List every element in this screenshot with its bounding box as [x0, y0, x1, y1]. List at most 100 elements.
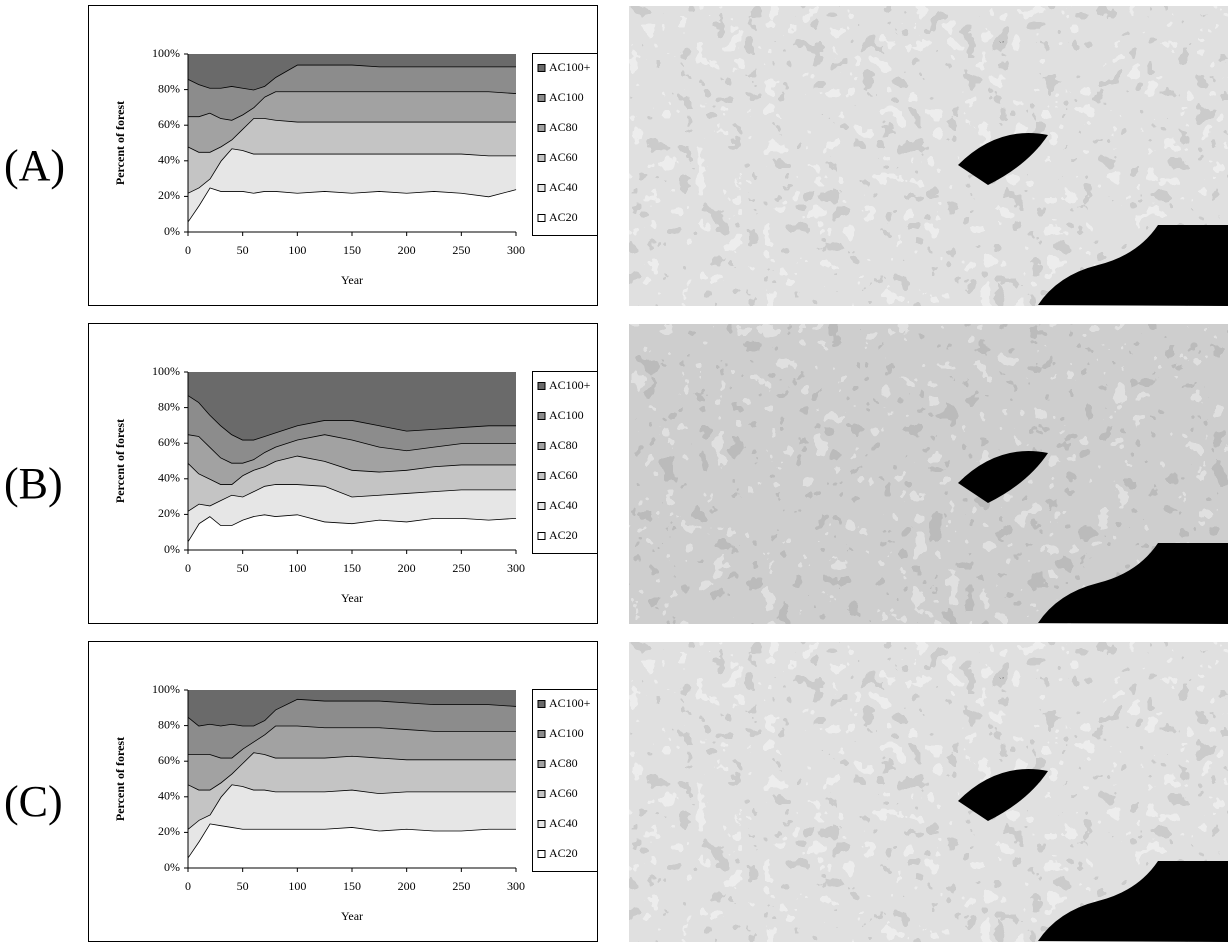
y-tick-label: 80% — [158, 399, 180, 413]
area — [188, 725, 516, 790]
y-tick-label: 20% — [158, 824, 180, 838]
area — [188, 118, 516, 193]
legend-swatch — [537, 472, 546, 480]
y-tick-label: 0% — [164, 224, 180, 238]
legend-label: AC60 — [549, 468, 578, 482]
area — [188, 372, 516, 440]
chart-panel: (B) 0% 20% 40% 60% 80% 100% 0 50 100 150 200 250 300 Y… — [4, 323, 598, 624]
legend-swatch — [537, 850, 546, 858]
x-tick-label: 0 — [185, 243, 191, 257]
chart-panel: (A) 0% 20% 40% 60% 80% 100% 0 50 100 150 200 250 300 Y… — [4, 5, 598, 306]
x-tick-label: 150 — [343, 879, 361, 893]
legend-label: AC80 — [549, 438, 578, 452]
y-tick-label: 0% — [164, 542, 180, 556]
area — [188, 698, 516, 758]
x-tick-label: 100 — [288, 879, 306, 893]
legend-swatch — [537, 382, 546, 390]
x-tick-label: 200 — [398, 561, 416, 575]
y-tick-label: 20% — [158, 506, 180, 520]
chart-panel: (C) 0% 20% 40% 60% 80% 100% 0 50 100 150 200 250 300 Y… — [4, 641, 598, 942]
legend-frame — [532, 53, 598, 236]
legend-swatch — [537, 412, 546, 420]
legend-label: AC100+ — [549, 378, 591, 392]
legend-swatch — [537, 790, 546, 798]
legend-label: AC20 — [549, 210, 578, 224]
dark-region — [958, 769, 1228, 942]
legend-frame — [532, 689, 598, 872]
x-tick-label: 200 — [398, 879, 416, 893]
area — [188, 64, 516, 120]
y-tick-label: 40% — [158, 789, 180, 803]
y-axis-label: Percent of forest — [113, 737, 127, 821]
area — [188, 395, 516, 463]
x-axis-label: Year — [341, 273, 363, 287]
legend-label: AC100+ — [549, 60, 591, 74]
legend-label: AC80 — [549, 120, 578, 134]
legend-swatch — [537, 820, 546, 828]
x-tick-label: 250 — [452, 243, 470, 257]
legend-label: AC60 — [549, 786, 578, 800]
y-tick-label: 80% — [158, 717, 180, 731]
legend-swatch — [537, 184, 546, 192]
legend-swatch — [537, 700, 546, 708]
legend-label: AC40 — [549, 498, 578, 512]
x-tick-label: 50 — [237, 243, 249, 257]
x-tick-label: 0 — [185, 561, 191, 575]
area — [188, 484, 516, 542]
legend-label: AC100 — [549, 726, 584, 740]
legend-swatch — [537, 502, 546, 510]
legend-label: AC20 — [549, 846, 578, 860]
legend-swatch — [537, 214, 546, 222]
area — [188, 690, 516, 726]
area — [188, 148, 516, 222]
y-tick-label: 100% — [152, 364, 180, 378]
landscape-map — [628, 641, 1229, 942]
dark-region — [958, 451, 1228, 624]
x-tick-label: 150 — [343, 561, 361, 575]
legend-label: AC60 — [549, 150, 578, 164]
legend-swatch — [537, 94, 546, 102]
panel-label: (C) — [4, 777, 63, 826]
legend-frame — [532, 371, 598, 554]
legend-swatch — [537, 154, 546, 162]
x-tick-label: 300 — [507, 561, 525, 575]
legend-swatch — [537, 532, 546, 540]
legend-swatch — [537, 760, 546, 768]
y-axis-label: Percent of forest — [113, 419, 127, 503]
area — [188, 455, 516, 511]
legend-swatch — [537, 730, 546, 738]
x-tick-label: 50 — [237, 561, 249, 575]
x-tick-label: 50 — [237, 879, 249, 893]
panel-label: (A) — [4, 141, 65, 190]
y-tick-label: 40% — [158, 153, 180, 167]
y-tick-label: 0% — [164, 860, 180, 874]
x-tick-label: 200 — [398, 243, 416, 257]
legend-swatch — [537, 64, 546, 72]
y-tick-label: 40% — [158, 471, 180, 485]
y-tick-label: 80% — [158, 81, 180, 95]
x-tick-label: 0 — [185, 879, 191, 893]
dark-region — [958, 133, 1228, 306]
y-tick-label: 100% — [152, 46, 180, 60]
y-tick-label: 60% — [158, 753, 180, 767]
y-tick-label: 60% — [158, 435, 180, 449]
area — [188, 514, 516, 550]
y-tick-label: 60% — [158, 117, 180, 131]
y-tick-label: 100% — [152, 682, 180, 696]
x-tick-label: 300 — [507, 243, 525, 257]
legend-label: AC100 — [549, 408, 584, 422]
area — [188, 187, 516, 232]
legend-swatch — [537, 442, 546, 450]
x-tick-label: 150 — [343, 243, 361, 257]
area — [188, 823, 516, 868]
legend-label: AC80 — [549, 756, 578, 770]
y-axis-label: Percent of forest — [113, 101, 127, 185]
landscape-map — [628, 5, 1229, 307]
x-axis-label: Year — [341, 591, 363, 605]
panel-label: (B) — [4, 459, 63, 508]
y-tick-label: 20% — [158, 188, 180, 202]
legend-label: AC20 — [549, 528, 578, 542]
legend-label: AC40 — [549, 816, 578, 830]
area — [188, 784, 516, 858]
